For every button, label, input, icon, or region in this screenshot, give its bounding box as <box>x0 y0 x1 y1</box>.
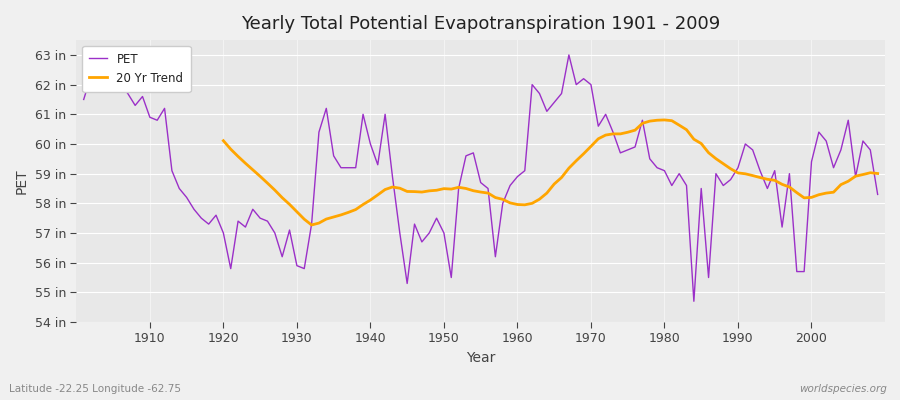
PET <box>872 192 883 197</box>
PET <box>608 130 618 134</box>
PET <box>688 299 699 304</box>
20 Yr Trend <box>343 210 354 215</box>
PET <box>505 183 516 188</box>
Y-axis label: PET: PET <box>15 168 29 194</box>
20 Yr Trend <box>512 202 523 207</box>
PET <box>512 174 523 179</box>
PET <box>343 165 354 170</box>
20 Yr Trend <box>299 217 310 222</box>
PET <box>563 52 574 57</box>
Title: Yearly Total Potential Evapotranspiration 1901 - 2009: Yearly Total Potential Evapotranspiratio… <box>241 15 720 33</box>
PET <box>137 94 148 99</box>
20 Yr Trend <box>600 133 611 138</box>
X-axis label: Year: Year <box>466 351 495 365</box>
PET <box>299 266 310 271</box>
Legend: PET, 20 Yr Trend: PET, 20 Yr Trend <box>82 46 191 92</box>
Text: Latitude -22.25 Longitude -62.75: Latitude -22.25 Longitude -62.75 <box>9 384 181 394</box>
20 Yr Trend <box>505 200 516 205</box>
Line: 20 Yr Trend: 20 Yr Trend <box>223 120 878 225</box>
20 Yr Trend <box>872 171 883 176</box>
Line: PET: PET <box>84 55 878 301</box>
Text: worldspecies.org: worldspecies.org <box>798 384 886 394</box>
PET <box>78 97 89 102</box>
